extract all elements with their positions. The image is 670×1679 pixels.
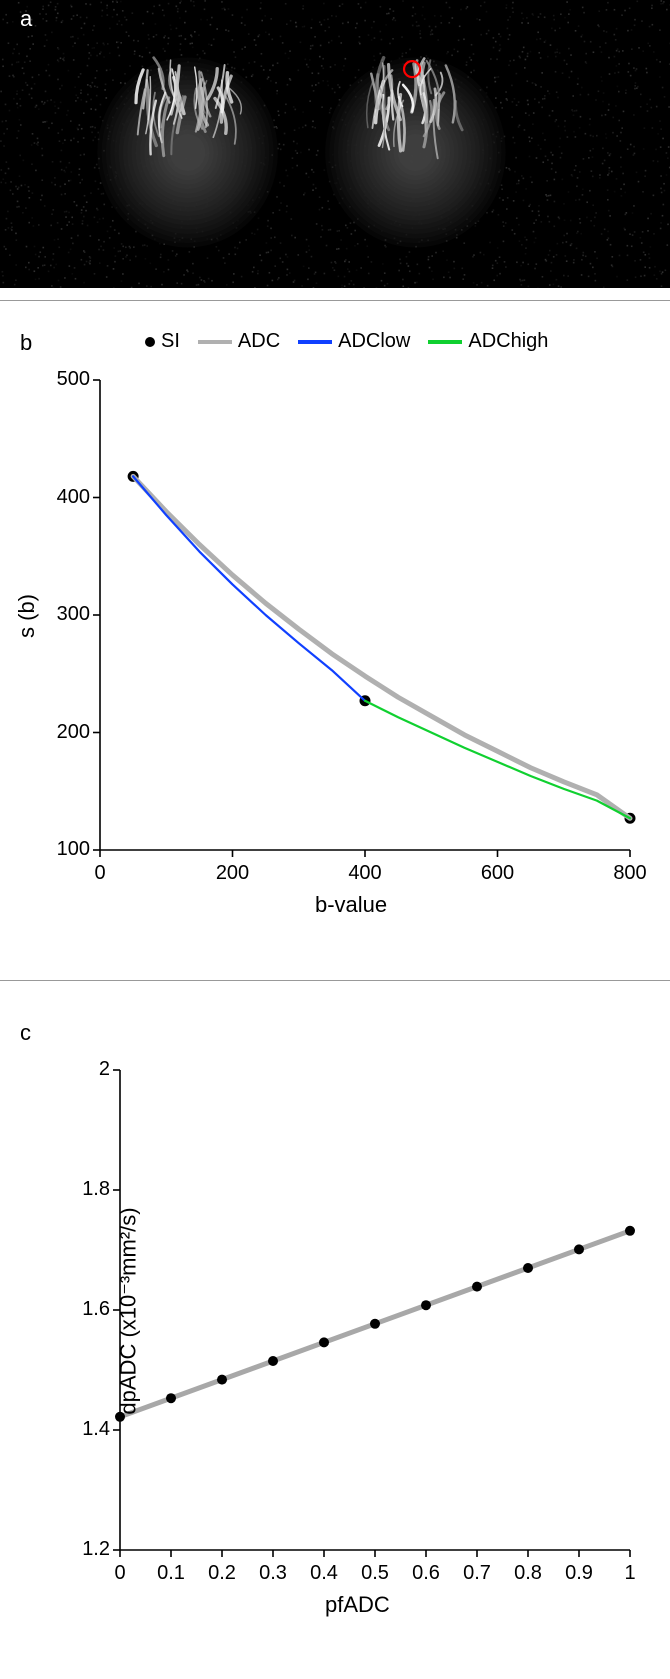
xtick-label: 1	[608, 1562, 652, 1585]
point-pts	[421, 1300, 431, 1310]
xtick-label: 0.1	[149, 1562, 193, 1585]
xtick-label: 0	[78, 862, 122, 885]
point-pts	[625, 1226, 635, 1236]
divider	[0, 300, 670, 301]
xtick-label: 0.8	[506, 1562, 550, 1585]
xtick-label: 200	[211, 862, 255, 885]
xtick-label: 600	[476, 862, 520, 885]
panel-a: a	[0, 0, 670, 288]
divider	[0, 980, 670, 981]
series-ADChigh	[365, 701, 630, 819]
ytick-label: 100	[42, 838, 90, 861]
ytick-label: 400	[42, 486, 90, 509]
panel-b-chart	[0, 310, 670, 950]
panel-c-xlabel: pfADC	[325, 1592, 390, 1618]
xtick-label: 0.9	[557, 1562, 601, 1585]
ytick-label: 1.2	[62, 1538, 110, 1561]
panel-b-ylabel: s (b)	[14, 594, 40, 638]
panel-c: c 0 0.1 0.2 0.3 0.4 0.5 0.6 0.7 0.8 0.9 1 1.2 1.4 1.6…	[0, 1000, 670, 1660]
xtick-label: 0.3	[251, 1562, 295, 1585]
point-pts	[166, 1393, 176, 1403]
mri-image	[0, 0, 670, 288]
ytick-label: 500	[42, 368, 90, 391]
ytick-label: 200	[42, 721, 90, 744]
ytick-label: 2	[62, 1058, 110, 1081]
point-pts	[574, 1244, 584, 1254]
panel-b-xlabel: b-value	[315, 892, 387, 918]
mri-svg	[0, 0, 670, 288]
xtick-label: 0.7	[455, 1562, 499, 1585]
panel-b: b SIADCADClowADChigh 0200400600800100200…	[0, 310, 670, 950]
ytick-label: 1.8	[62, 1178, 110, 1201]
panel-c-chart	[0, 1000, 670, 1660]
point-pts	[472, 1282, 482, 1292]
point-pts	[268, 1356, 278, 1366]
series-ADC	[133, 476, 630, 818]
ytick-label: 300	[42, 603, 90, 626]
point-pts	[523, 1263, 533, 1273]
xtick-label: 0.5	[353, 1562, 397, 1585]
point-pts	[217, 1375, 227, 1385]
panel-c-ylabel: dpADC (x10⁻³mm²/s)	[116, 1207, 142, 1414]
point-pts	[319, 1337, 329, 1347]
panel-c-label: c	[20, 1020, 31, 1046]
xtick-label: 0.6	[404, 1562, 448, 1585]
xtick-label: 0.4	[302, 1562, 346, 1585]
xtick-label: 400	[343, 862, 387, 885]
point-pts	[370, 1319, 380, 1329]
xtick-label: 0.2	[200, 1562, 244, 1585]
ytick-label: 1.6	[62, 1298, 110, 1321]
xtick-label: 800	[608, 862, 652, 885]
panel-a-label: a	[20, 6, 32, 32]
panel-b-label: b	[20, 330, 32, 356]
ytick-label: 1.4	[62, 1418, 110, 1441]
xtick-label: 0	[98, 1562, 142, 1585]
